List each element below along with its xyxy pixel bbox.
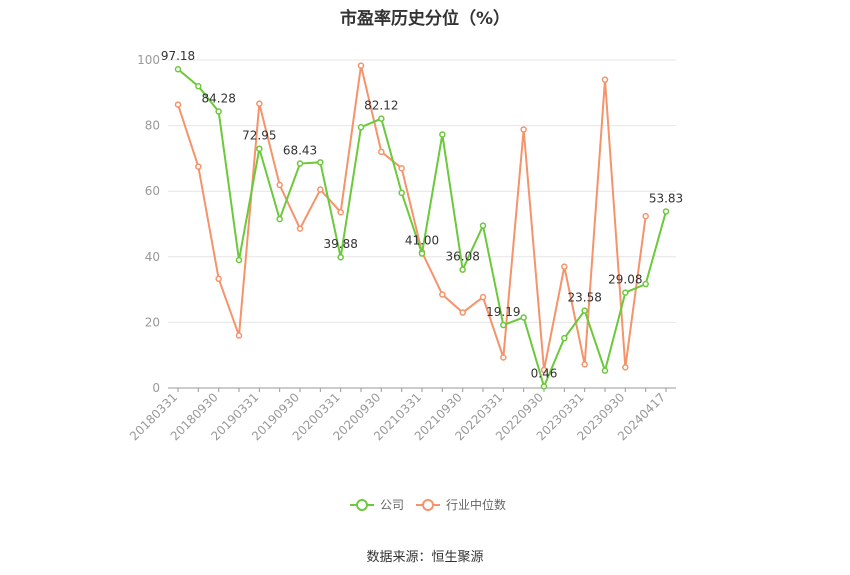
data-label: 72.95 <box>242 129 276 143</box>
data-point <box>195 82 202 90</box>
data-point <box>479 293 487 301</box>
data-point <box>561 263 568 270</box>
data-point <box>642 280 649 288</box>
data-point <box>479 222 487 229</box>
data-point <box>662 208 670 215</box>
data-point <box>459 309 466 316</box>
data-point <box>500 321 507 329</box>
data-point <box>561 334 568 342</box>
data-point <box>174 101 182 108</box>
data-label: 29.08 <box>608 273 642 287</box>
data-point <box>500 354 507 361</box>
data-label: 41.00 <box>405 234 439 248</box>
data-label: 82.12 <box>364 99 398 113</box>
data-point <box>235 256 243 264</box>
data-point <box>439 291 446 298</box>
data-point <box>317 186 324 193</box>
y-tick-label: 40 <box>145 250 160 264</box>
y-tick-label: 100 <box>137 53 160 67</box>
data-point <box>520 314 527 321</box>
data-point <box>174 65 182 73</box>
data-point <box>601 76 609 83</box>
data-point <box>520 126 527 133</box>
y-tick-label: 20 <box>145 315 160 329</box>
data-label: 97.18 <box>161 49 195 63</box>
data-point <box>296 160 304 167</box>
data-label: 84.28 <box>201 92 235 106</box>
legend-marker <box>356 499 368 511</box>
data-point <box>276 181 283 189</box>
data-label: 0.46 <box>531 366 558 380</box>
data-point <box>581 307 588 314</box>
series-line-1 <box>177 65 647 371</box>
data-point <box>276 215 283 223</box>
data-label: 39.88 <box>323 237 357 251</box>
legend-label: 行业中位数 <box>446 497 506 512</box>
data-point <box>296 225 304 232</box>
data-label: 68.43 <box>283 144 317 158</box>
y-tick-label: 60 <box>145 184 160 198</box>
data-point <box>195 163 202 170</box>
data-point <box>215 275 222 283</box>
data-point <box>642 212 649 220</box>
data-point <box>540 383 548 390</box>
data-point <box>398 164 405 172</box>
data-point <box>439 131 446 138</box>
data-point <box>418 250 426 257</box>
data-point <box>357 123 365 131</box>
data-point <box>601 367 609 374</box>
legend-marker <box>422 499 434 511</box>
data-point <box>398 189 405 197</box>
data-point <box>256 100 263 107</box>
data-point <box>581 361 588 368</box>
legend-label: 公司 <box>380 498 404 512</box>
data-point <box>622 364 629 371</box>
data-point <box>256 145 263 152</box>
data-point <box>459 266 466 273</box>
data-label: 36.08 <box>445 250 479 264</box>
data-label: 23.58 <box>567 291 601 305</box>
y-tick-label: 0 <box>152 381 160 395</box>
data-point <box>378 115 385 122</box>
data-point <box>317 159 324 166</box>
data-label: 19.19 <box>486 305 520 319</box>
chart-title: 市盈率历史分位（%） <box>339 9 511 29</box>
data-point <box>540 366 548 374</box>
data-point <box>378 148 385 156</box>
data-point <box>337 253 344 261</box>
data-point <box>337 208 344 216</box>
data-point <box>235 332 243 339</box>
y-tick-label: 80 <box>145 119 160 133</box>
data-source: 数据来源：恒生聚源 <box>366 550 484 565</box>
data-label: 53.83 <box>649 191 683 205</box>
data-point <box>357 62 365 69</box>
series-line-0 <box>177 68 667 390</box>
data-point <box>215 108 222 115</box>
data-point <box>622 289 629 296</box>
